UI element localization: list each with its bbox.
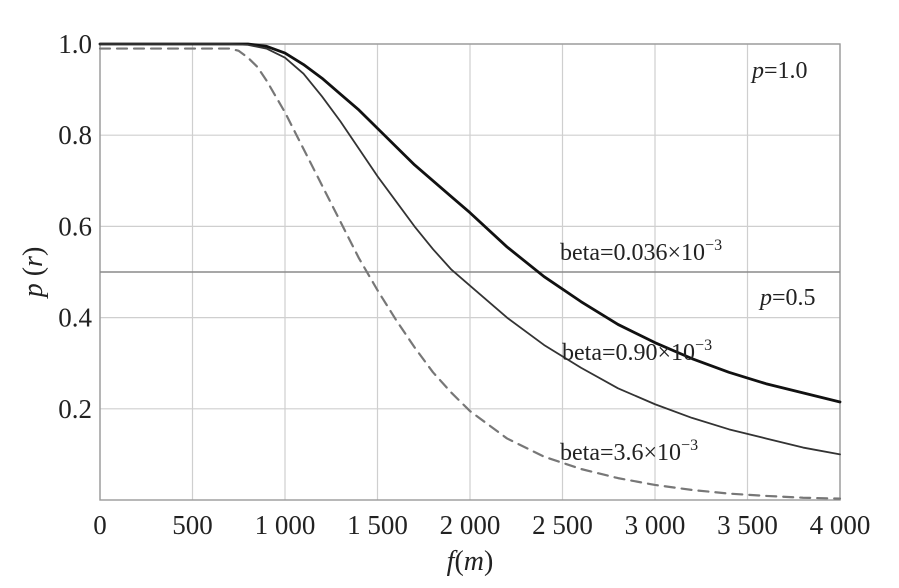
y-tick-labels: 0.2 0.4 0.6 0.8 1.0 xyxy=(58,29,92,424)
series-line-0 xyxy=(98,42,842,404)
x-axis-label-open-paren: ( xyxy=(454,546,463,577)
series-line-2 xyxy=(98,47,842,500)
x-axis-label-close-paren: ) xyxy=(484,546,493,577)
reference-label-1: p=0.5 xyxy=(758,285,816,311)
series-label-base-1: beta=0.90×10 xyxy=(562,340,695,366)
y-tick-label-1: 0.4 xyxy=(58,303,92,333)
y-axis-label-open-paren: ( xyxy=(18,267,49,283)
reference-label-value-0: =1.0 xyxy=(764,58,808,84)
y-axis-label-symbol: p xyxy=(18,283,49,299)
x-tick-labels: 0 500 1 000 1 500 2 000 2 500 3 000 3 500 4 000 xyxy=(93,510,870,540)
reference-label-value-1: =0.5 xyxy=(772,285,816,311)
x-tick-label-7: 3 500 xyxy=(717,510,778,540)
series-label-exp-2: −3 xyxy=(681,437,698,454)
series-label-0: beta=0.036×10−3 xyxy=(560,237,722,266)
x-tick-label-2: 1 000 xyxy=(255,510,316,540)
y-axis-label: p (r) xyxy=(18,247,49,300)
x-axis-label: f(m) xyxy=(447,546,494,577)
series-label-base-0: beta=0.036×10 xyxy=(560,240,705,266)
reference-label-0: p=1.0 xyxy=(750,58,808,84)
reference-label-symbol-0: p xyxy=(750,58,764,84)
y-tick-label-4: 1.0 xyxy=(58,29,92,59)
series-label-1: beta=0.90×10−3 xyxy=(562,337,712,366)
series-label-exp-1: −3 xyxy=(695,337,712,354)
y-tick-label-3: 0.8 xyxy=(58,120,92,150)
y-axis-label-close-paren: ) xyxy=(18,247,49,256)
y-tick-label-2: 0.6 xyxy=(58,211,92,241)
series-label-base-2: beta=3.6×10 xyxy=(560,440,681,466)
x-tick-label-1: 500 xyxy=(172,510,213,540)
x-axis-label-symbol: f xyxy=(447,546,458,577)
y-tick-label-0: 0.2 xyxy=(58,394,92,424)
series-label-exp-0: −3 xyxy=(705,237,722,254)
annotations: p=1.0p=0.5beta=0.036×10−3beta=0.90×10−3b… xyxy=(560,58,816,466)
x-tick-label-3: 1 500 xyxy=(347,510,408,540)
series xyxy=(98,42,842,500)
x-tick-label-5: 2 500 xyxy=(532,510,593,540)
series-line-1 xyxy=(99,43,841,456)
y-axis-label-arg: r xyxy=(18,256,49,267)
x-tick-label-8: 4 000 xyxy=(810,510,871,540)
x-tick-label-6: 3 000 xyxy=(625,510,686,540)
reference-label-symbol-1: p xyxy=(758,285,772,311)
x-axis-label-unit: m xyxy=(464,546,484,577)
x-tick-label-4: 2 000 xyxy=(440,510,501,540)
series-label-2: beta=3.6×10−3 xyxy=(560,437,698,466)
x-tick-label-0: 0 xyxy=(93,510,107,540)
